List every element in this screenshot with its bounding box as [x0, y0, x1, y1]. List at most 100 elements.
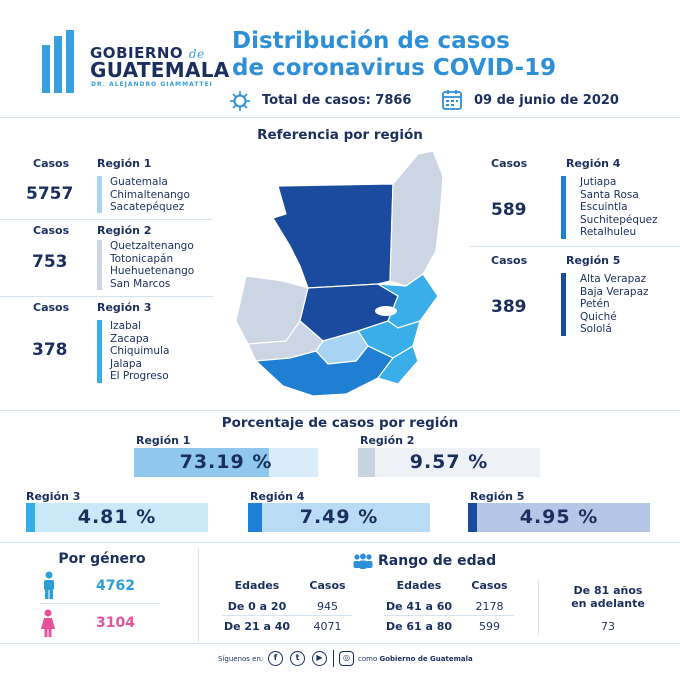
pct-label: Región 3	[26, 490, 81, 503]
pct-label: Región 5	[470, 490, 525, 503]
divider	[333, 650, 334, 667]
pct-fill	[358, 448, 376, 477]
divider	[470, 246, 680, 247]
divider	[0, 542, 680, 543]
divider	[0, 219, 213, 220]
region-name: Región 2	[97, 224, 152, 237]
col-casos: Casos	[309, 579, 346, 592]
virus-icon	[229, 90, 251, 116]
divider	[538, 580, 539, 635]
pct-box-region-4: 7.49 %	[248, 503, 430, 532]
cases-header: Casos	[33, 301, 70, 314]
pct-value: 4.95 %	[519, 506, 599, 528]
logo-gobierno: GOBIERNO de	[90, 44, 205, 62]
pct-box-region-1: 73.19 %	[134, 448, 318, 477]
divider	[0, 117, 680, 118]
divider	[40, 603, 160, 604]
region-cases: 5757	[26, 184, 74, 204]
pct-fill	[26, 503, 35, 532]
region-color-bar	[561, 273, 566, 336]
region-departments: Quetzaltenango Totonicapán Huehuetenango Sa…	[110, 240, 195, 290]
pct-box-region-2: 9.57 %	[358, 448, 540, 477]
map-belize	[389, 150, 444, 287]
age-cases: 599	[479, 620, 500, 633]
page-title: Distribución de casos de coronavirus COV…	[232, 28, 557, 81]
region-cases: 389	[491, 297, 527, 317]
age-range: De 41 a 60	[385, 600, 453, 613]
pct-value: 7.49 %	[299, 506, 379, 528]
referencia-title: Referencia por región	[257, 127, 423, 143]
region-color-bar	[97, 240, 102, 290]
cases-header: Casos	[33, 157, 70, 170]
divider	[198, 548, 199, 643]
col-edades: Edades	[396, 579, 442, 592]
edad-title: Rango de edad	[378, 553, 497, 569]
older-label: De 81 años en adelante	[571, 584, 645, 610]
follow-label: Síguenos en:	[218, 655, 264, 663]
map-lake	[375, 306, 397, 316]
twitter-icon[interactable]: t	[290, 651, 305, 666]
porcentaje-title: Porcentaje de casos por región	[221, 415, 459, 431]
region-name: Región 5	[566, 254, 621, 267]
map-escuintla	[254, 345, 394, 397]
region-departments: Izabal Zacapa Chiquimula Jalapa El Progreso	[110, 320, 170, 382]
divider	[0, 410, 680, 411]
age-range: De 21 a 40	[223, 620, 291, 633]
age-cases: 945	[317, 600, 338, 613]
region-cases: 753	[32, 252, 68, 272]
age-range: De 61 a 80	[385, 620, 453, 633]
region-name: Región 3	[97, 301, 152, 314]
guatemala-map	[228, 146, 473, 410]
col-edades: Edades	[234, 579, 280, 592]
age-range: De 0 a 20	[227, 600, 287, 613]
pct-label: Región 1	[136, 434, 191, 447]
logo-subtitle: DR. ALEJANDRO GIAMMATTEI	[91, 81, 213, 88]
region-color-bar	[97, 176, 102, 213]
map-peten	[272, 183, 394, 289]
genero-title: Por género	[58, 551, 146, 567]
total-cases: Total de casos: 7866	[262, 93, 412, 108]
facebook-icon[interactable]: f	[268, 651, 283, 666]
female-icon	[40, 609, 56, 641]
region-departments: Jutiapa Santa Rosa Escuintla Suchitepéquez R…	[580, 176, 658, 238]
pct-value: 9.57 %	[409, 451, 489, 473]
pct-fill	[468, 503, 477, 532]
region-departments: Alta Verapaz Baja Verapaz Petén Quiché Solol…	[580, 273, 649, 335]
report-date: 09 de junio de 2020	[474, 93, 619, 108]
pct-box-region-3: 4.81 %	[26, 503, 208, 532]
region-name: Región 4	[566, 157, 621, 170]
pct-box-region-5: 4.95 %	[468, 503, 650, 532]
footer-account: como Gobierno de Guatemala	[358, 655, 473, 663]
divider	[0, 643, 680, 644]
pct-value: 4.81 %	[77, 506, 157, 528]
pct-fill	[248, 503, 262, 532]
older-cases: 73	[601, 620, 615, 633]
region-color-bar	[97, 320, 102, 383]
divider	[0, 296, 213, 297]
female-count: 3104	[96, 615, 135, 631]
region-departments: Guatemala Chimaltenango Sacatepéquez	[110, 176, 190, 213]
pct-fill	[134, 448, 269, 477]
age-cases: 4071	[313, 620, 342, 633]
logo-guatemala: GUATEMALA	[90, 58, 230, 82]
pct-label: Región 4	[250, 490, 305, 503]
map-jutiapa	[377, 345, 419, 385]
region-cases: 378	[32, 340, 68, 360]
region-name: Región 1	[97, 157, 152, 170]
male-count: 4762	[96, 578, 135, 594]
pct-label: Región 2	[360, 434, 415, 447]
cases-header: Casos	[33, 224, 70, 237]
people-icon	[352, 553, 374, 573]
calendar-icon	[442, 89, 462, 114]
divider	[222, 615, 352, 616]
cases-header: Casos	[491, 157, 528, 170]
region-color-bar	[561, 176, 566, 239]
age-cases: 2178	[475, 600, 504, 613]
divider	[384, 615, 514, 616]
instagram-icon[interactable]: ◎	[339, 651, 354, 666]
cases-header: Casos	[491, 254, 528, 267]
youtube-icon[interactable]: ▶	[312, 651, 327, 666]
col-casos: Casos	[471, 579, 508, 592]
pct-value: 73.19 %	[179, 451, 273, 473]
region-cases: 589	[491, 200, 527, 220]
